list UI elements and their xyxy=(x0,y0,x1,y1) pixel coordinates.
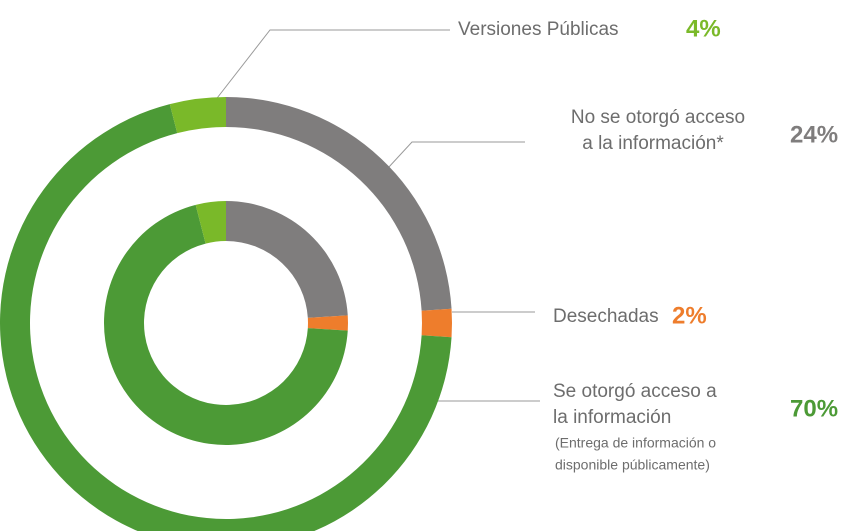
outer-slice xyxy=(169,97,226,134)
outer-slice xyxy=(421,308,452,338)
value-label: 2% xyxy=(672,302,707,329)
inner-slice xyxy=(103,204,348,445)
outer-slice xyxy=(226,97,452,311)
inner-slice xyxy=(226,201,348,318)
leader-line xyxy=(213,29,450,103)
value-label: 4% xyxy=(686,15,721,42)
category-label: No se otorgó acceso xyxy=(571,107,745,128)
value-label: 24% xyxy=(790,121,838,148)
category-label: Desechadas xyxy=(553,306,659,327)
category-label: Versiones Públicas xyxy=(458,19,619,40)
leader-line xyxy=(387,141,525,169)
category-label: Se otorgó acceso a xyxy=(553,381,717,402)
inner-slice xyxy=(195,201,226,244)
category-label: la información xyxy=(553,407,671,428)
annotation: (Entrega de información o xyxy=(555,435,716,451)
category-label: a la información* xyxy=(582,133,724,154)
annotation: disponible públicamente) xyxy=(555,457,710,473)
inner-slice xyxy=(307,315,348,331)
value-label: 70% xyxy=(790,395,838,422)
